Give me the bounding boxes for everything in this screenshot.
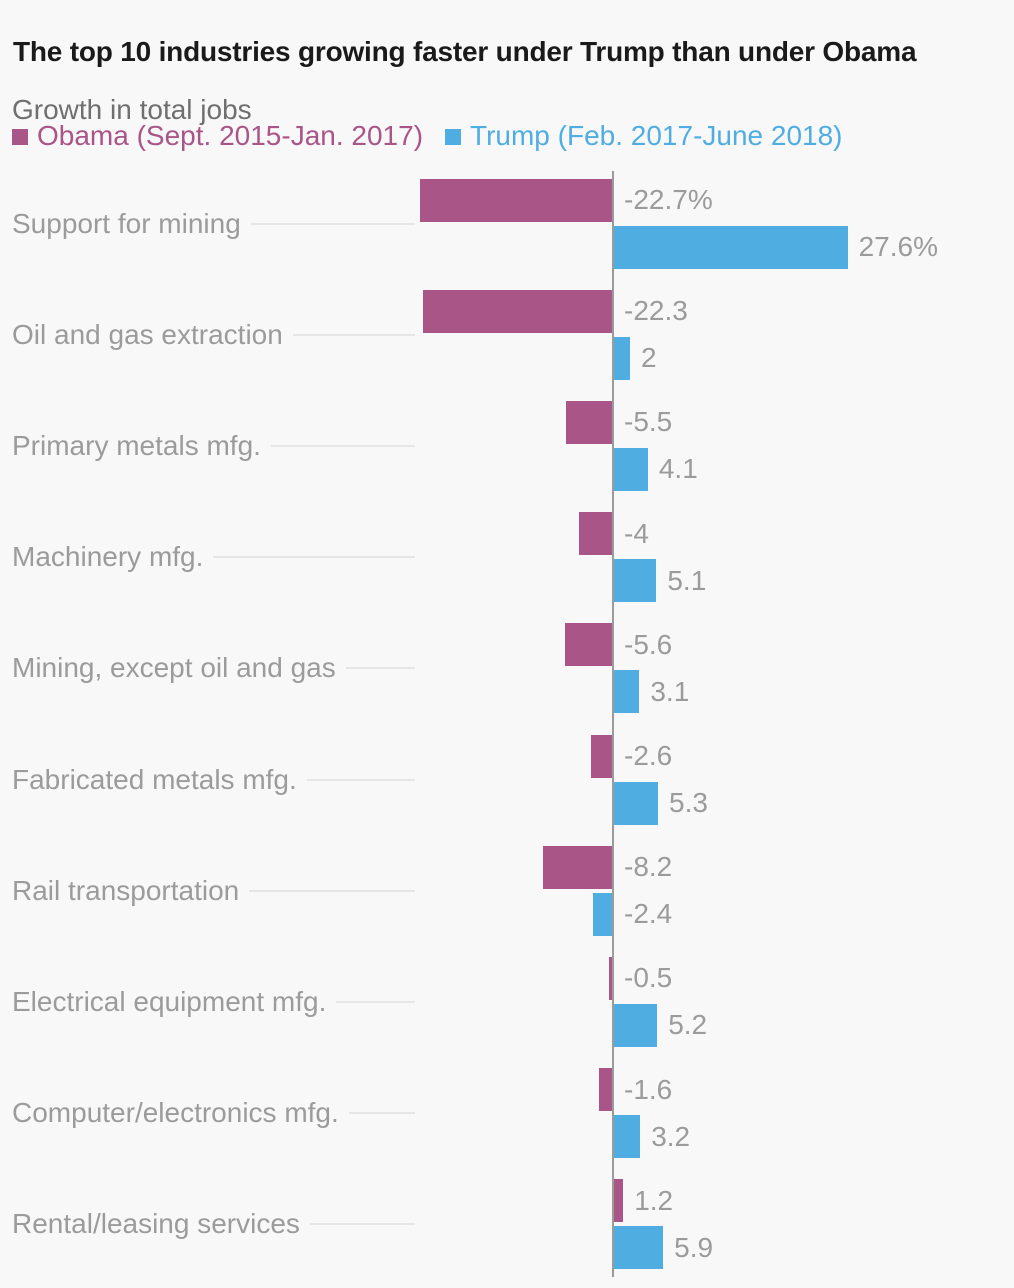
category-label-text: Primary metals mfg. [12,429,261,461]
trump-value-label: 5.2 [668,1009,708,1041]
obama-bar [599,1068,613,1112]
category-label-text: Rental/leasing services [12,1208,300,1240]
category-label-text: Electrical equipment mfg. [12,985,327,1017]
obama-value-label: -22.7% [624,184,713,215]
category-label: Rental/leasing services [12,1205,415,1243]
obama-value-label: -22.3 [624,295,688,327]
obama-bar [608,956,613,1000]
category-label-text: Fabricated metals mfg. [12,763,297,795]
trump-bar [613,781,659,825]
category-label: Computer/electronics mfg. [12,1094,415,1132]
legend-swatch-obama [12,129,28,145]
category-label: Rail transportation [12,872,415,910]
chart-row: Machinery mfg. -4 5.1 [0,512,1014,603]
obama-value-label: -8.2 [624,851,673,883]
leader-line [292,333,415,336]
chart-row: Support for mining -22.7% 27.6% [0,178,1014,269]
trump-bar [613,1003,658,1047]
trump-bar [613,1226,664,1270]
trump-value-label: 3.2 [651,1120,691,1152]
leader-line [309,1223,415,1226]
legend-label-trump: Trump (Feb. 2017-June 2018) [470,120,843,151]
obama-bar [566,400,613,444]
trump-bar [613,670,640,714]
obama-value-label: -0.5 [624,962,673,994]
trump-bar [613,447,648,491]
chart-row: Electrical equipment mfg. -0.5 5.2 [0,956,1014,1047]
category-label: Oil and gas extraction [12,316,415,354]
trump-value-label: 2 [641,342,657,374]
trump-bar [592,892,613,936]
legend-label-obama: Obama (Sept. 2015-Jan. 2017) [37,120,424,151]
axis-line [612,171,614,1277]
leader-line [348,1112,415,1115]
category-label: Mining, except oil and gas [12,649,415,687]
category-label-text: Machinery mfg. [12,541,204,573]
trump-value-label: -2.4 [624,898,673,930]
chart-row: Fabricated metals mfg. -2.6 5.3 [0,734,1014,825]
obama-bar [579,512,613,556]
category-label-text: Support for mining [12,207,241,239]
chart-row: Rail transportation -8.2 -2.4 [0,845,1014,936]
category-label-text: Oil and gas extraction [12,318,283,350]
chart-row: Computer/electronics mfg. -1.6 3.2 [0,1068,1014,1159]
leader-line [250,222,415,225]
obama-bar [423,289,613,333]
obama-value-label: -5.6 [624,628,673,660]
leader-line [270,444,415,447]
chart-row: Mining, except oil and gas -5.6 3.1 [0,623,1014,714]
category-label-text: Rail transportation [12,874,240,906]
category-label: Electrical equipment mfg. [12,983,415,1021]
trump-value-label: 5.3 [669,787,708,818]
legend-item-trump: Trump (Feb. 2017-June 2018) [445,120,843,152]
chart-title: The top 10 industries growing faster und… [13,35,917,67]
chart-subtitle: Growth in total jobs [12,94,252,125]
chart-row: Oil and gas extraction -22.3 2 [0,289,1014,380]
chart-row: Primary metals mfg. -5.5 4.1 [0,400,1014,491]
legend-swatch-trump [445,129,462,145]
trump-value-label: 27.6% [858,231,938,262]
legend-item-obama: Obama (Sept. 2015-Jan. 2017) [12,120,423,152]
trump-bar [613,559,657,603]
trump-value-label: 3.1 [650,675,690,707]
category-label: Support for mining [12,205,415,243]
obama-bar [590,734,613,778]
trump-value-label: 4.1 [658,453,698,485]
legend: Obama (Sept. 2015-Jan. 2017) Trump (Feb. … [12,120,843,152]
obama-value-label: -5.5 [624,406,673,438]
category-label: Fabricated metals mfg. [12,761,415,799]
category-label: Machinery mfg. [12,538,415,576]
trump-bar [613,225,848,269]
obama-value-label: -2.6 [624,740,673,771]
obama-bar [565,623,613,667]
obama-bar [543,845,613,889]
leader-line [345,667,415,670]
obama-value-label: 1.2 [634,1184,674,1216]
leader-line [306,778,415,781]
trump-bar [613,1115,641,1159]
trump-value-label: 5.1 [667,564,707,596]
trump-value-label: 5.9 [674,1231,714,1263]
obama-value-label: -4 [624,517,649,549]
leader-line [213,556,415,559]
obama-bar [420,178,613,222]
category-label-text: Mining, except oil and gas [12,652,336,684]
trump-bar [613,336,630,380]
category-label-text: Computer/electronics mfg. [12,1097,339,1129]
leader-line [336,1000,415,1003]
leader-line [249,889,415,892]
obama-bar [613,1179,624,1223]
chart-row: Rental/leasing services 1.2 5.9 [0,1179,1014,1270]
category-label: Primary metals mfg. [12,427,415,465]
obama-value-label: -1.6 [624,1073,673,1105]
